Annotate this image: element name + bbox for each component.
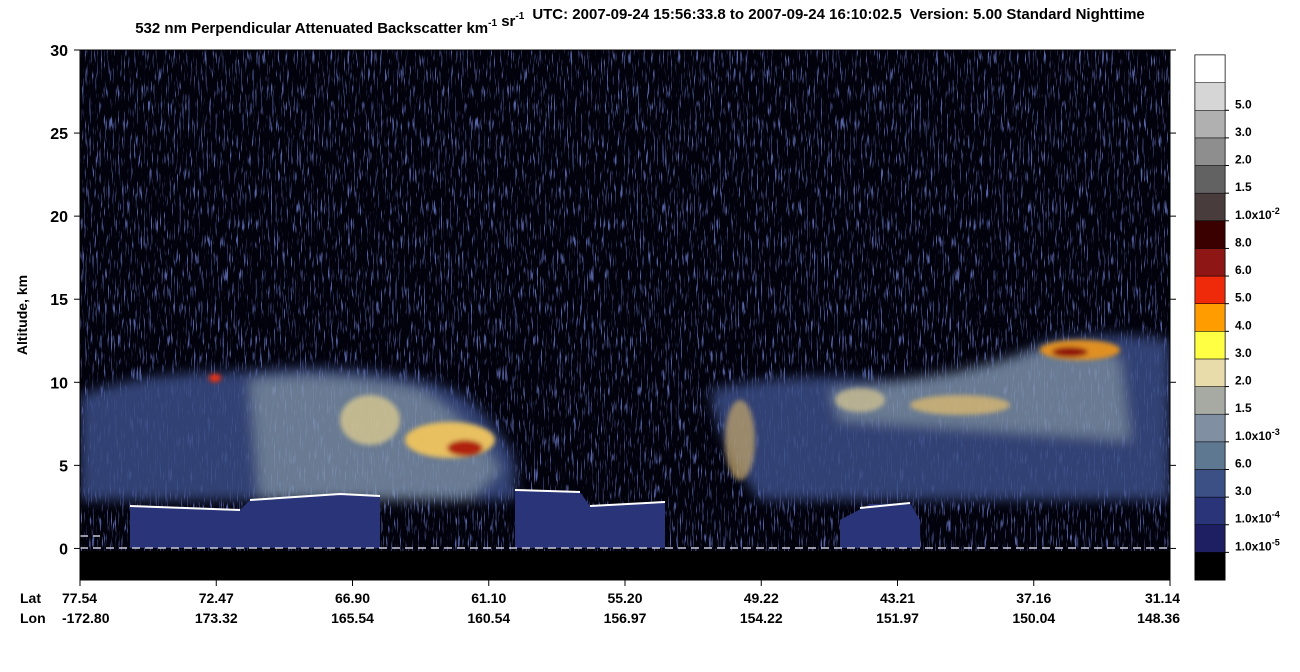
x-tick-label: 156.97	[604, 610, 647, 626]
y-tick-label: 0	[59, 541, 68, 558]
x-tick-label: 77.54	[62, 590, 97, 606]
x-tick-label: 154.22	[740, 610, 783, 626]
colorbar-label: 3.0	[1235, 125, 1252, 139]
colorbar-label: 1.0x10	[1235, 208, 1272, 222]
colorbar-label: 1.0x10	[1235, 539, 1272, 553]
colorbar-tick-label: 3.0	[1235, 125, 1252, 139]
colorbar-tick-label: 3.0	[1235, 346, 1252, 360]
title-part: Version: 5.00 Standard Nighttime	[910, 6, 1145, 23]
colorbar-tick-label: 1.5	[1235, 401, 1252, 415]
chart-title: 532 nm Perpendicular Attenuated Backscat…	[135, 6, 1145, 37]
colorbar-label: 1.5	[1235, 401, 1252, 415]
colorbar-tick-label: 5.0	[1235, 291, 1252, 305]
colorbar-swatch	[1194, 54, 1226, 83]
colorbar-tick-label: 6.0	[1235, 263, 1252, 277]
curtain-image	[80, 50, 1170, 580]
colorbar-exponent: -5	[1272, 537, 1280, 547]
colorbar-swatch	[1194, 220, 1226, 249]
title-superscript: -1	[515, 11, 524, 22]
colorbar-swatch	[1194, 358, 1226, 387]
x-tick-label: 165.54	[331, 610, 374, 626]
colorbar-tick-label: 6.0	[1235, 456, 1252, 470]
colorbar-label: 6.0	[1235, 456, 1252, 470]
colorbar-label: 4.0	[1235, 318, 1252, 332]
y-tick-label: 25	[50, 126, 68, 143]
colorbar-label: 1.0x10	[1235, 429, 1272, 443]
colorbar-tick-label: 1.0x10-5	[1235, 537, 1280, 553]
colorbar-swatch	[1194, 110, 1226, 139]
colorbar-label: 2.0	[1235, 153, 1252, 167]
colorbar-tick-label: 1.0x10-4	[1235, 510, 1280, 526]
colorbar-swatch	[1194, 496, 1226, 525]
colorbar-swatch	[1194, 386, 1226, 415]
colorbar-label: 5.0	[1235, 97, 1252, 111]
x-tick-label: 55.20	[607, 590, 642, 606]
colorbar-label: 1.5	[1235, 180, 1252, 194]
title-part: 532 nm Perpendicular Attenuated Backscat…	[135, 20, 488, 37]
colorbar-exponent: -4	[1272, 510, 1280, 520]
title-superscript: -1	[488, 18, 497, 29]
colorbar-exponent: -3	[1272, 427, 1280, 437]
colorbar-label: 1.0x10	[1235, 512, 1272, 526]
y-tick-label: 20	[50, 209, 68, 226]
colorbar-tick-label: 2.0	[1235, 153, 1252, 167]
y-tick-label: 10	[50, 375, 68, 392]
x-tick-label: 61.10	[471, 590, 506, 606]
colorbar-label: 3.0	[1235, 346, 1252, 360]
y-tick-label: 5	[59, 458, 68, 475]
colorbar-swatch	[1194, 552, 1226, 581]
y-axis-label: Altitude, km	[14, 275, 30, 355]
colorbar-tick-label: 1.0x10-2	[1235, 206, 1280, 222]
colorbar-swatch	[1194, 441, 1226, 470]
colorbar-label: 3.0	[1235, 484, 1252, 498]
colorbar-label: 6.0	[1235, 263, 1252, 277]
y-tick-label: 15	[50, 292, 68, 309]
colorbar-swatch	[1194, 82, 1226, 111]
colorbar-exponent: -2	[1272, 206, 1280, 216]
x-tick-label: 72.47	[199, 590, 234, 606]
colorbar-swatch	[1194, 192, 1226, 222]
colorbar-tick-label: 5.0	[1235, 97, 1252, 111]
x-tick-label: 43.21	[880, 590, 915, 606]
x-row-label: Lat	[20, 590, 41, 606]
x-tick-label: 148.36	[1137, 610, 1180, 626]
colorbar-swatch	[1194, 524, 1226, 553]
colorbar-swatch	[1194, 275, 1226, 304]
x-tick-label: 66.90	[335, 590, 370, 606]
x-row-label: Lon	[20, 610, 46, 626]
colorbar-swatch	[1194, 331, 1226, 360]
boundary-layer	[80, 489, 1170, 580]
x-tick-label: 151.97	[876, 610, 919, 626]
x-tick-label: 49.22	[744, 590, 779, 606]
colorbar-tick-label: 1.0x10-3	[1235, 427, 1280, 443]
colorbar-swatch	[1194, 469, 1226, 498]
colorbar-tick-label: 1.5	[1235, 180, 1252, 194]
colorbar-swatch	[1194, 165, 1226, 194]
x-tick-label: 31.14	[1145, 590, 1180, 606]
colorbar-swatch	[1194, 303, 1226, 332]
colorbar-label: 5.0	[1235, 291, 1252, 305]
colorbar-tick-label: 2.0	[1235, 374, 1252, 388]
title-part: UTC: 2007-09-24 15:56:33.8 to 2007-09-24…	[532, 6, 901, 23]
x-tick-label: 160.54	[467, 610, 510, 626]
x-tick-label: 150.04	[1012, 610, 1055, 626]
colorbar-tick-label: 8.0	[1235, 235, 1252, 249]
colorbar-label: 8.0	[1235, 235, 1252, 249]
colorbar-label: 2.0	[1235, 374, 1252, 388]
x-tick-label: 37.16	[1016, 590, 1051, 606]
colorbar-tick-label: 4.0	[1235, 318, 1252, 332]
colorbar-tick-label: 3.0	[1235, 484, 1252, 498]
colorbar-swatch	[1194, 137, 1226, 166]
title-part: sr	[497, 13, 516, 30]
colorbar-swatch	[1194, 248, 1226, 277]
colorbar-swatch	[1194, 413, 1226, 443]
y-tick-label: 30	[50, 43, 68, 60]
x-tick-label: -172.80	[62, 610, 110, 626]
x-tick-label: 173.32	[195, 610, 238, 626]
